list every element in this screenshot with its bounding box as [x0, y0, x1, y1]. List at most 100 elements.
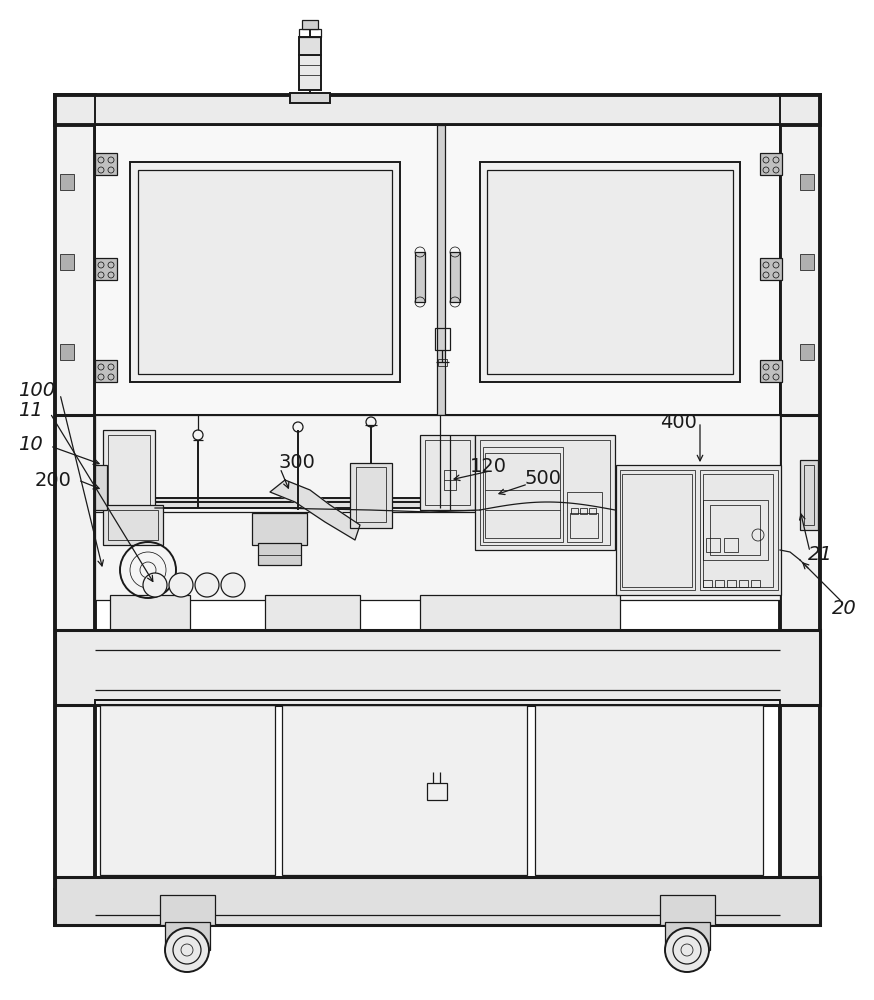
Bar: [715, 580, 724, 587]
Bar: [103, 430, 155, 510]
Bar: [435, 328, 450, 350]
Circle shape: [195, 573, 219, 597]
Bar: [480, 440, 610, 545]
Bar: [444, 470, 456, 490]
Bar: [706, 538, 720, 552]
Text: 21: 21: [808, 546, 833, 564]
Bar: [483, 447, 563, 542]
Bar: [580, 508, 587, 514]
Bar: [100, 705, 275, 875]
Circle shape: [165, 928, 209, 972]
Bar: [703, 500, 768, 560]
Circle shape: [221, 573, 245, 597]
Text: 11: 11: [18, 400, 43, 420]
Bar: [265, 595, 360, 630]
Bar: [55, 95, 95, 925]
Bar: [108, 435, 150, 505]
Bar: [103, 505, 163, 545]
Bar: [95, 360, 117, 382]
Bar: [110, 685, 190, 700]
Bar: [589, 508, 596, 514]
Text: 300: 300: [278, 454, 315, 473]
Bar: [425, 440, 470, 505]
Bar: [55, 630, 820, 705]
Bar: [760, 258, 782, 280]
Bar: [700, 470, 778, 590]
Bar: [703, 474, 773, 587]
Bar: [727, 580, 736, 587]
Bar: [108, 510, 158, 540]
Bar: [567, 492, 602, 542]
Text: 400: 400: [660, 412, 697, 432]
Bar: [780, 95, 820, 925]
Bar: [571, 508, 578, 514]
Bar: [130, 162, 400, 382]
Bar: [427, 783, 447, 800]
Bar: [420, 595, 620, 630]
Bar: [535, 705, 763, 875]
Bar: [115, 630, 185, 660]
Bar: [800, 460, 818, 530]
Circle shape: [169, 573, 193, 597]
Text: 120: 120: [470, 456, 507, 476]
Bar: [710, 505, 760, 555]
Bar: [616, 465, 781, 595]
Circle shape: [665, 928, 709, 972]
Bar: [60, 344, 74, 360]
Bar: [480, 162, 740, 382]
Bar: [165, 922, 210, 950]
Bar: [95, 125, 780, 415]
Bar: [265, 685, 360, 700]
Bar: [450, 252, 460, 302]
Bar: [660, 895, 715, 925]
Bar: [665, 922, 710, 950]
Bar: [299, 29, 321, 37]
Bar: [278, 630, 350, 660]
Circle shape: [143, 573, 167, 597]
Bar: [760, 153, 782, 175]
Bar: [356, 467, 386, 522]
Bar: [760, 360, 782, 382]
Bar: [703, 580, 712, 587]
Polygon shape: [270, 480, 360, 540]
Bar: [437, 125, 445, 415]
Bar: [95, 498, 780, 508]
Bar: [160, 895, 215, 925]
Bar: [487, 170, 733, 374]
Bar: [415, 252, 425, 302]
Bar: [55, 890, 820, 925]
Bar: [570, 513, 598, 538]
Bar: [724, 538, 738, 552]
Bar: [258, 543, 301, 565]
Bar: [302, 20, 318, 29]
Bar: [751, 580, 760, 587]
Text: 20: 20: [832, 598, 857, 617]
Bar: [299, 55, 321, 90]
Text: 10: 10: [18, 434, 43, 454]
Bar: [252, 513, 307, 545]
Text: 500: 500: [524, 468, 561, 488]
Bar: [350, 463, 392, 528]
Bar: [804, 465, 814, 525]
Bar: [622, 474, 692, 587]
Bar: [60, 254, 74, 270]
Bar: [443, 125, 780, 415]
Bar: [282, 705, 527, 875]
Bar: [55, 95, 820, 125]
Bar: [55, 877, 820, 925]
Bar: [95, 465, 107, 510]
Bar: [95, 153, 117, 175]
Bar: [800, 344, 814, 360]
Text: 200: 200: [35, 471, 72, 489]
Bar: [800, 254, 814, 270]
Bar: [420, 435, 475, 510]
Bar: [95, 258, 117, 280]
Bar: [800, 174, 814, 190]
Bar: [138, 170, 392, 374]
Bar: [438, 359, 447, 366]
Bar: [299, 37, 321, 55]
Text: 100: 100: [18, 380, 55, 399]
Bar: [95, 125, 440, 415]
Bar: [739, 580, 748, 587]
Bar: [485, 453, 560, 538]
